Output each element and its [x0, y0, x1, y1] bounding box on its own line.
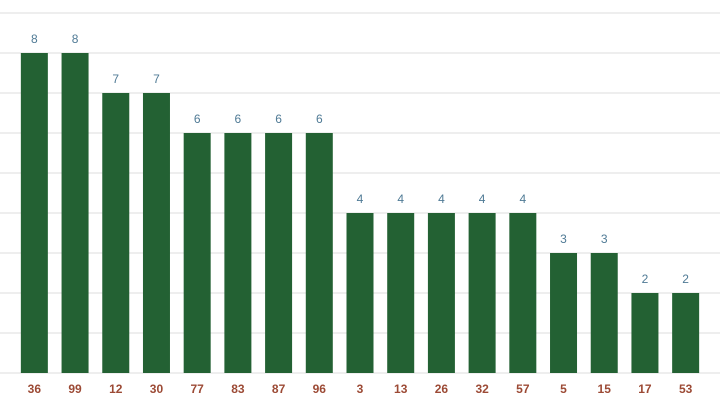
bar: [427, 213, 455, 373]
bar: [305, 133, 333, 373]
value-label: 6: [235, 112, 242, 126]
value-label: 4: [357, 192, 364, 206]
x-tick-label: 12: [109, 382, 123, 396]
bar: [387, 213, 415, 373]
value-label: 7: [112, 72, 119, 86]
x-tick-label: 15: [598, 382, 612, 396]
value-label: 8: [72, 32, 79, 46]
x-tick-label: 77: [190, 382, 204, 396]
value-label: 2: [642, 272, 649, 286]
x-tick-label: 99: [68, 382, 82, 396]
x-tick-label: 96: [313, 382, 327, 396]
x-tick-label: 53: [679, 382, 693, 396]
bar: [468, 213, 496, 373]
x-tick-label: 36: [28, 382, 42, 396]
bar: [224, 133, 252, 373]
value-label: 6: [316, 112, 323, 126]
bar: [142, 93, 170, 373]
x-tick-label: 17: [638, 382, 652, 396]
x-tick-label: 5: [560, 382, 567, 396]
x-tick-label: 83: [231, 382, 245, 396]
bar: [590, 253, 618, 373]
x-tick-label: 30: [150, 382, 164, 396]
value-label: 4: [479, 192, 486, 206]
bar: [631, 293, 659, 373]
bar: [550, 253, 578, 373]
bar: [265, 133, 293, 373]
bar: [346, 213, 374, 373]
bar: [61, 53, 89, 373]
x-tick-label: 57: [516, 382, 530, 396]
value-label: 4: [519, 192, 526, 206]
x-tick-label: 26: [435, 382, 449, 396]
value-label: 2: [682, 272, 689, 286]
bar: [672, 293, 700, 373]
value-label: 3: [601, 232, 608, 246]
value-label: 8: [31, 32, 38, 46]
x-tick-label: 13: [394, 382, 408, 396]
x-tick-label: 3: [357, 382, 364, 396]
value-label: 4: [397, 192, 404, 206]
bar: [102, 93, 130, 373]
value-label: 4: [438, 192, 445, 206]
bar: [20, 53, 48, 373]
x-tick-label: 32: [475, 382, 489, 396]
x-tick-label: 87: [272, 382, 286, 396]
value-label: 6: [275, 112, 282, 126]
bar: [509, 213, 537, 373]
value-label: 7: [153, 72, 160, 86]
bar: [183, 133, 211, 373]
value-label: 3: [560, 232, 567, 246]
value-label: 6: [194, 112, 201, 126]
